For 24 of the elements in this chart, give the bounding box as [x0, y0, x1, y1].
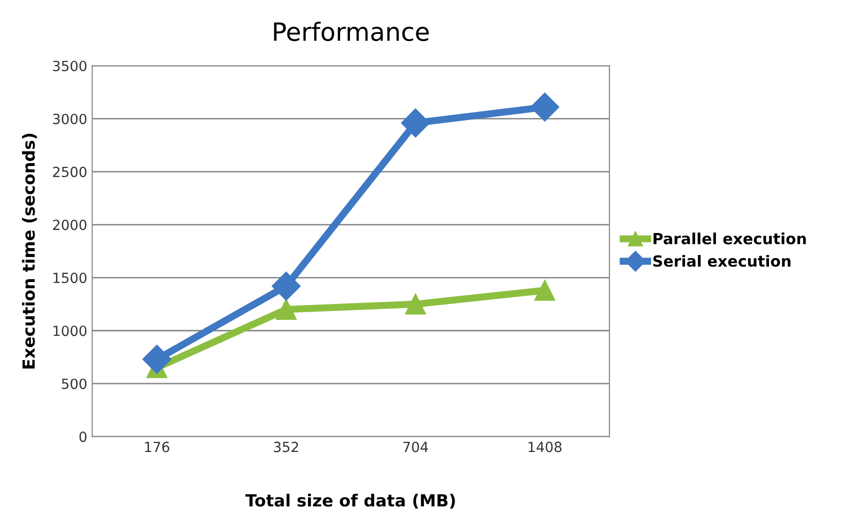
y-tick-label: 3500	[53, 60, 86, 72]
y-tick-label: 2000	[53, 220, 86, 230]
point	[401, 108, 430, 138]
x-tick-label: 1408	[528, 442, 562, 452]
x-tick-label: 704	[403, 442, 428, 452]
x-axis-title: Total size of data (MB)	[245, 494, 455, 509]
y-tick-label: 2500	[53, 166, 86, 178]
legend-label: Parallel execution	[654, 232, 806, 244]
legend-label: Serial execution	[653, 254, 790, 267]
point	[534, 280, 556, 301]
y-tick-label: 3000	[53, 114, 86, 124]
point	[530, 92, 560, 122]
point	[276, 299, 297, 320]
y-tick-label: 1500	[54, 272, 86, 284]
y-tick-label: 500	[62, 378, 86, 390]
x-tick-label: 176	[145, 442, 170, 452]
point	[272, 272, 301, 301]
y-tick-label: 0	[79, 432, 86, 442]
chart-title: Performance	[274, 22, 429, 42]
y-axis-title: Execution time (seconds)	[22, 134, 37, 368]
point	[405, 294, 426, 315]
x-tick-label: 352	[274, 442, 298, 452]
y-tick-label: 1000	[54, 326, 86, 336]
point	[142, 344, 172, 374]
